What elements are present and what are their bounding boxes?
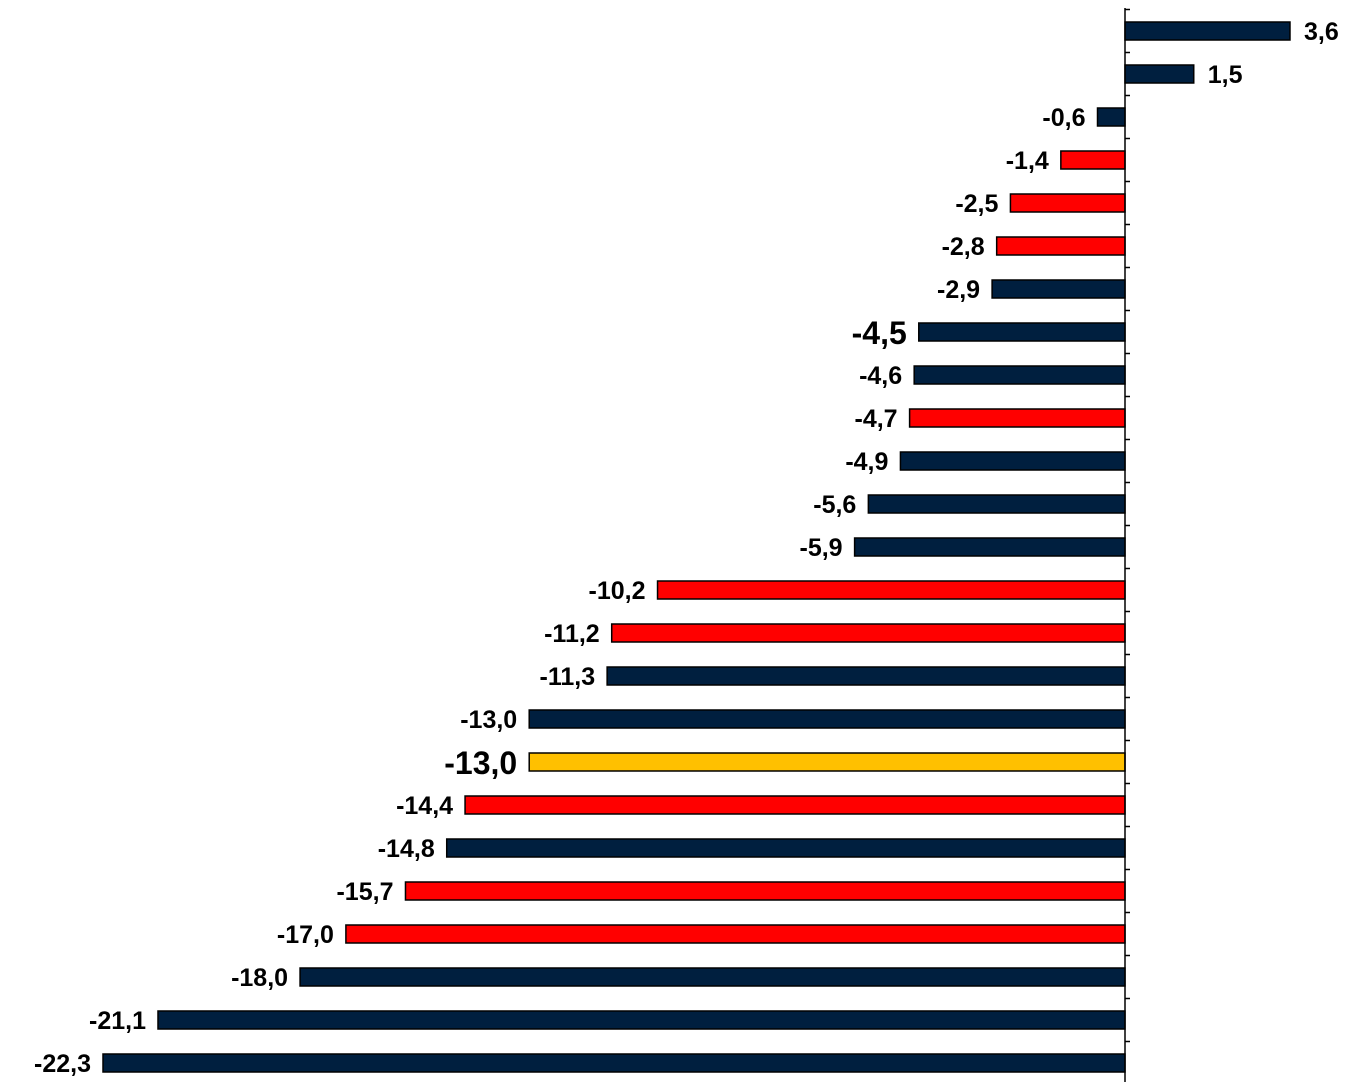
- data-label-10: -4,9: [845, 448, 888, 476]
- bar-5: [995, 236, 1126, 256]
- data-label-21: -17,0: [277, 921, 334, 949]
- data-label-17: -13,0: [444, 745, 517, 781]
- data-labels-group: 3,6 1,5 -0,6 -1,4 -2,5 -2,8 -2,9 -4,5 -4,6 -4,7 -4…: [34, 18, 1339, 1078]
- data-label-5: -2,8: [942, 233, 985, 261]
- bar-21: [345, 924, 1126, 944]
- data-label-9: -4,7: [855, 405, 898, 433]
- bar-1: [1124, 64, 1195, 84]
- data-label-7: -4,5: [852, 315, 907, 351]
- data-label-18: -14,4: [396, 792, 453, 820]
- bar-10: [899, 451, 1126, 471]
- bar-2: [1096, 107, 1126, 127]
- bar-18: [464, 795, 1126, 815]
- bar-24: [102, 1053, 1126, 1073]
- data-label-13: -10,2: [589, 577, 646, 605]
- bar-6: [991, 279, 1126, 299]
- data-label-1: 1,5: [1208, 61, 1243, 89]
- data-label-14: -11,2: [544, 620, 600, 648]
- bar-20: [404, 881, 1126, 901]
- bar-23: [157, 1010, 1126, 1030]
- bar-3: [1060, 150, 1126, 170]
- bar-0: [1124, 21, 1291, 41]
- data-label-11: -5,6: [813, 491, 856, 519]
- data-label-8: -4,6: [859, 362, 902, 390]
- data-label-4: -2,5: [955, 190, 998, 218]
- bar-9: [908, 408, 1126, 428]
- data-label-24: -22,3: [34, 1050, 91, 1078]
- bar-4: [1009, 193, 1126, 213]
- bar-13: [656, 580, 1126, 600]
- data-label-6: -2,9: [937, 276, 980, 304]
- data-label-19: -14,8: [378, 835, 435, 863]
- bar-14: [610, 623, 1126, 643]
- data-label-23: -21,1: [89, 1007, 146, 1035]
- bar-19: [445, 838, 1126, 858]
- bar-11: [867, 494, 1126, 514]
- bar-12: [853, 537, 1126, 557]
- bar-16: [528, 709, 1126, 729]
- data-label-12: -5,9: [800, 534, 843, 562]
- data-label-15: -11,3: [540, 663, 596, 691]
- data-label-2: -0,6: [1042, 104, 1085, 132]
- bar-17: [528, 752, 1126, 772]
- data-label-16: -13,0: [460, 706, 517, 734]
- bar-22: [299, 967, 1126, 987]
- data-label-22: -18,0: [231, 964, 288, 992]
- data-label-3: -1,4: [1006, 147, 1049, 175]
- value-axis: [1124, 8, 1130, 1082]
- data-label-20: -15,7: [336, 878, 393, 906]
- data-label-0: 3,6: [1304, 18, 1339, 46]
- bar-7: [918, 322, 1126, 342]
- bar-15: [606, 666, 1126, 686]
- bar-8: [913, 365, 1126, 385]
- bars-group: [102, 21, 1291, 1073]
